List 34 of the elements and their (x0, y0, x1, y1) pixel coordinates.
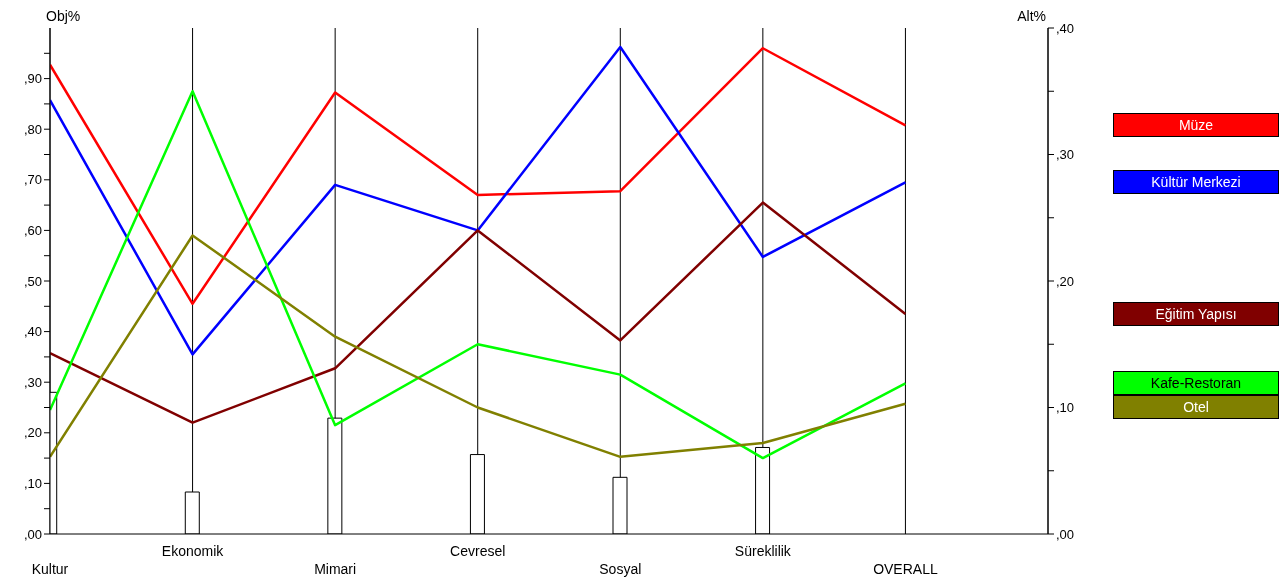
y-axis-title: Obj% (46, 8, 81, 24)
x-tick-label: Kultur (31, 561, 69, 577)
y-tick-label: ,90 (23, 71, 42, 87)
x-tick-label: OVERALL (873, 561, 938, 577)
y-tick-label: ,70 (23, 172, 42, 188)
y2-tick-label: ,30 (1056, 147, 1075, 163)
line-series (50, 234, 907, 459)
text: Müze (1113, 113, 1279, 138)
y-tick-label: ,30 (23, 374, 42, 390)
x-tick-label: Sosyal (599, 561, 642, 577)
text: Eğitim Yapısı (1113, 301, 1279, 326)
y-tick-label: ,40 (23, 324, 42, 340)
y-tick-label: ,00 (23, 526, 42, 542)
y2-tick-label: ,40 (1056, 20, 1075, 36)
y-tick-label: ,10 (23, 476, 42, 492)
y2-tick-label: ,10 (1056, 400, 1075, 416)
y-tick-label: ,20 (23, 425, 42, 441)
text: Kafe-Restoran (1113, 371, 1279, 396)
x-tick-label: Ekonomik (161, 543, 225, 559)
y2-tick-label: ,00 (1056, 526, 1075, 542)
line-series (50, 45, 907, 356)
y-tick-label: ,80 (23, 121, 42, 137)
y-tick-label: ,60 (23, 223, 42, 239)
line-series (50, 90, 907, 460)
line-series (50, 46, 907, 306)
x-tick-label: Mimari (314, 561, 357, 577)
line-series (50, 201, 907, 424)
text: Kültür Merkezi (1113, 170, 1279, 195)
text: Otel (1113, 395, 1279, 420)
y2-tick-label: ,20 (1056, 273, 1075, 289)
x-tick-label: Süreklilik (734, 543, 792, 559)
y2-axis-title: Alt% (1016, 8, 1046, 24)
y-tick-label: ,50 (23, 273, 42, 289)
x-tick-label: Cevresel (450, 543, 506, 559)
